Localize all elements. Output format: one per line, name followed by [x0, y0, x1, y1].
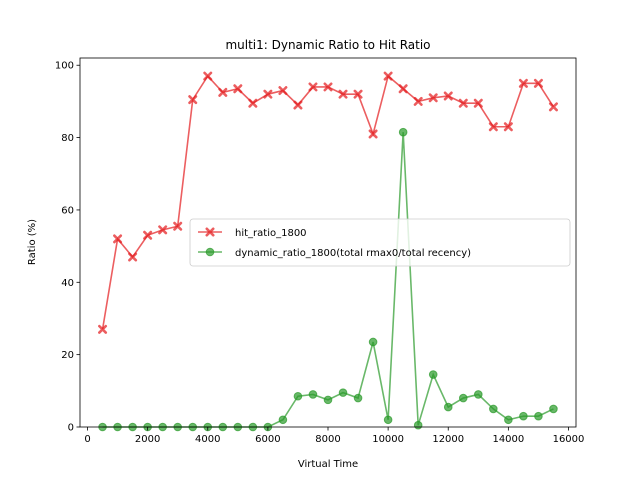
series-1-point — [173, 221, 183, 231]
series-1-point — [458, 98, 468, 108]
series-1-point — [203, 71, 213, 81]
series-1-point — [413, 96, 423, 106]
y-axis-label: Ratio (%) — [27, 219, 38, 265]
series-2-point — [383, 415, 393, 425]
series-2-point — [443, 402, 453, 412]
series-2-line — [102, 132, 554, 428]
series-2-point — [368, 337, 378, 347]
series-1-point — [308, 82, 318, 92]
x-tick-label: 0 — [84, 434, 90, 445]
series-2-point — [293, 391, 303, 401]
series-1-point — [323, 82, 333, 92]
series-1-point — [488, 122, 498, 132]
series-1-point — [398, 84, 408, 94]
series-2-point — [504, 415, 513, 425]
legend-label: dynamic_ratio_1800(total rmax0/total rec… — [235, 248, 471, 259]
series-1-point — [443, 91, 453, 101]
series-1-point — [263, 89, 273, 99]
x-tick-label: 10000 — [372, 434, 404, 445]
x-axis-label: Virtual Time — [298, 459, 358, 470]
series-2-point — [398, 127, 408, 137]
series-1-point — [98, 324, 108, 334]
series-1-point — [503, 122, 513, 132]
y-tick-label: 0 — [68, 423, 74, 434]
x-tick-label: 2000 — [135, 434, 160, 445]
series-1-point — [233, 84, 243, 94]
series-1-point — [383, 71, 393, 81]
legend-entry-2: dynamic_ratio_1800(total rmax0/total rec… — [198, 247, 471, 259]
series-2-point — [323, 395, 333, 405]
x-axis: 0 2000 4000 6000 8000 10000 12000 14000 16000 — [84, 427, 584, 445]
series-1-point — [143, 230, 153, 240]
legend-swatch-marker — [205, 247, 215, 257]
series-1-point — [128, 252, 138, 262]
series-2-point — [549, 404, 558, 414]
x-tick-label: 8000 — [315, 434, 340, 445]
series-2-point — [353, 393, 363, 403]
series-2-point — [338, 388, 348, 397]
series-2-point — [534, 411, 543, 421]
series-1 — [98, 71, 558, 334]
y-tick-label: 60 — [61, 205, 74, 216]
series-1-point — [368, 129, 378, 139]
legend-label: hit_ratio_1800 — [235, 228, 307, 239]
y-axis: 0 20 40 60 80 100 — [55, 61, 80, 434]
y-tick-label: 20 — [61, 350, 74, 361]
x-tick-label: 14000 — [492, 434, 524, 445]
legend: hit_ratio_1800 dynamic_ratio_1800(total r… — [189, 218, 571, 267]
plot-area — [79, 57, 577, 432]
series-2-point — [519, 411, 528, 421]
series-1-point — [518, 78, 528, 88]
y-tick-label: 40 — [61, 278, 74, 289]
legend-entry-1: hit_ratio_1800 — [198, 227, 307, 239]
x-tick-label: 4000 — [195, 434, 220, 445]
series-1-point — [248, 98, 258, 108]
series-1-point — [218, 87, 228, 97]
chart-title: multi1: Dynamic Ratio to Hit Ratio — [225, 38, 430, 52]
series-2-point — [474, 390, 483, 399]
series-2-point — [458, 393, 468, 403]
x-tick-label: 12000 — [432, 434, 464, 445]
series-1-point — [473, 98, 483, 108]
series-2-point — [278, 415, 288, 425]
legend-swatch-marker — [205, 227, 215, 237]
y-tick-label: 100 — [55, 61, 74, 72]
legend-box — [189, 218, 571, 267]
series-1-line — [101, 74, 555, 330]
series-1-point — [428, 93, 438, 103]
series-1-point — [353, 89, 363, 99]
series-1-point — [158, 225, 168, 235]
series-2-point — [428, 370, 438, 379]
series-2 — [98, 127, 558, 432]
series-2-point — [413, 420, 423, 430]
y-tick-label: 80 — [61, 133, 74, 144]
series-1-point — [293, 100, 303, 110]
series-1-point — [548, 102, 558, 112]
series-1-point — [188, 95, 198, 105]
series-1-point — [533, 78, 543, 88]
x-tick-label: 6000 — [255, 434, 280, 445]
series-1-point — [113, 234, 123, 244]
series-2-point — [308, 390, 318, 399]
x-tick-label: 16000 — [553, 434, 585, 445]
series-1-point — [278, 86, 288, 96]
series-1-point — [338, 89, 348, 99]
series-2-point — [489, 404, 498, 414]
